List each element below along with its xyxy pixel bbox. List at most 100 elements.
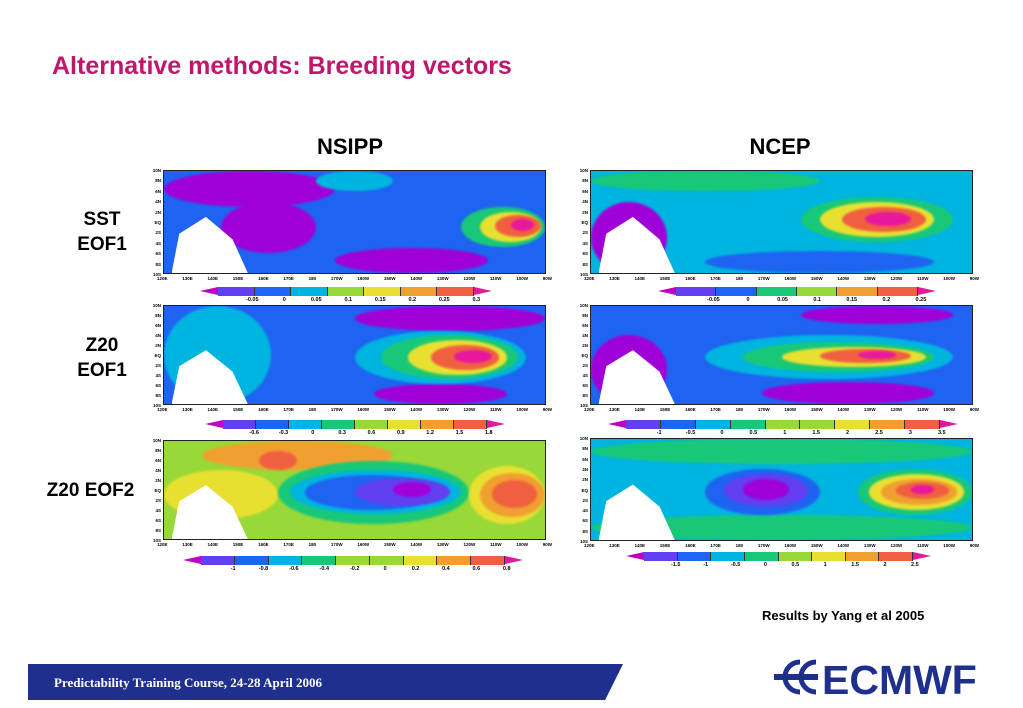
- lon-label: 140E: [207, 407, 219, 412]
- colorbar-segment: [454, 420, 487, 429]
- contour-region: [392, 482, 431, 497]
- colorbar-tick-label: -0.8: [258, 566, 269, 572]
- colorbar-arrow-left: [626, 552, 644, 560]
- lat-label: EQ: [581, 220, 588, 225]
- map-ncep-z20-1: [590, 305, 973, 405]
- lon-label: 180: [308, 407, 317, 412]
- colorbar-nsipp-sst: [200, 287, 493, 296]
- lon-label: 120E: [157, 276, 168, 281]
- colorbar-tick-label: -1.5: [671, 562, 681, 568]
- lat-label: EQ: [154, 220, 161, 225]
- colorbar-segment: [778, 552, 813, 561]
- colorbar-tick-label: 0.15: [374, 297, 386, 303]
- contour-region: [221, 201, 317, 253]
- colorbar-segment: [437, 287, 475, 296]
- row-label-sst-eof1: SST EOF1: [77, 209, 127, 255]
- lon-label: 140W: [837, 276, 850, 281]
- colorbar-segment: [388, 420, 421, 429]
- colorbar-segment: [626, 420, 661, 429]
- map-nsipp-z20-1: [163, 305, 546, 405]
- lon-label: 170W: [330, 276, 343, 281]
- lon-label: 140W: [410, 276, 423, 281]
- colorbar-tick-label: 1.8: [484, 430, 493, 436]
- lon-label: 150W: [383, 542, 396, 547]
- lon-label: 100W: [516, 542, 528, 547]
- lat-label: 10N: [579, 436, 588, 441]
- colorbar-tick-label: 0.15: [846, 297, 858, 303]
- lat-label: 10N: [152, 303, 161, 308]
- lat-label: 8N: [155, 448, 161, 453]
- lon-label: 110W: [489, 542, 502, 547]
- lon-label: 110W: [489, 276, 502, 281]
- land-mask: [598, 484, 675, 540]
- colorbar-tick-label: 0.1: [813, 297, 821, 303]
- lon-label: 160E: [258, 276, 269, 281]
- contour-region: [865, 211, 912, 227]
- lon-label: 130E: [182, 276, 193, 281]
- colorbar-ticks: -1.5 -1 -0.5 0 0.5 1 1.5 2 2.5: [661, 562, 930, 568]
- lon-label: 150E: [232, 407, 244, 412]
- colorbar-tick-label: 0.5: [749, 430, 758, 436]
- lat-label: 6N: [582, 188, 588, 194]
- lat-label: 10S: [579, 403, 588, 408]
- colorbar-tick-label: 1.5: [812, 430, 820, 436]
- lon-label: 180: [735, 407, 744, 412]
- colorbar-tick-label: 0.6: [367, 430, 376, 436]
- lat-label: 10S: [152, 538, 161, 543]
- lon-label: 160W: [357, 542, 370, 547]
- lon-label: 150E: [232, 276, 244, 281]
- lat-label: 10S: [579, 272, 588, 277]
- lon-label: 160E: [685, 543, 696, 548]
- colorbar-tick-label: 0.5: [791, 562, 800, 568]
- colorbar-segment: [268, 556, 303, 565]
- lat-label: 4S: [155, 240, 161, 246]
- colorbar-segment: [336, 556, 370, 565]
- lat-label: 4S: [155, 373, 161, 378]
- colorbar-segment: [730, 420, 766, 429]
- colorbar-tick-label: 0.3: [338, 430, 346, 436]
- colorbar-tick-label: 0.2: [408, 297, 417, 303]
- lon-label: 130E: [182, 542, 193, 547]
- colorbar-segment: [837, 287, 878, 296]
- colorbar-segment: [421, 420, 454, 429]
- lon-label: 160E: [685, 407, 696, 412]
- colorbar-tick-label: -0.6: [249, 430, 259, 436]
- colorbar-tick-label: -0.05: [707, 297, 720, 303]
- contour-region: [911, 485, 934, 494]
- lat-label: 10N: [579, 303, 588, 308]
- lon-label: 140W: [410, 542, 423, 547]
- lat-label: 4N: [155, 333, 161, 338]
- lon-label: 160W: [357, 276, 370, 281]
- lon-label: 150E: [659, 276, 671, 281]
- credit-text: Results by Yang et al 2005: [762, 608, 925, 623]
- colorbar-tick-label: 2.5: [875, 430, 883, 436]
- lon-label: 120W: [463, 276, 476, 281]
- lon-label: 160W: [784, 543, 797, 548]
- colorbar-segment: [677, 552, 712, 561]
- lon-label: 150E: [659, 543, 671, 548]
- contour-region: [705, 250, 934, 273]
- lat-label: 8S: [155, 261, 161, 267]
- colorbar-arrow-left: [183, 556, 201, 564]
- lon-label: 120W: [463, 542, 476, 547]
- lon-label: 150W: [383, 276, 396, 281]
- lon-label: 130W: [436, 276, 449, 281]
- colorbar-arrow-left: [205, 420, 223, 428]
- colorbar-segment: [676, 287, 717, 296]
- colorbar-ticks: -1 -0.5 0 0.5 1 1.5 2 2.5 3 3.5: [643, 430, 957, 436]
- lon-label: 160W: [784, 276, 797, 281]
- lat-label: 10S: [152, 272, 161, 277]
- colorbar-tick-label: 0.1: [344, 297, 353, 303]
- lat-label: 2S: [155, 363, 161, 368]
- lon-label: 140W: [837, 407, 850, 412]
- lon-label: 120W: [890, 276, 903, 281]
- lat-label: 2N: [582, 209, 588, 215]
- contour-region: [857, 351, 896, 359]
- colorbar-arrow-right: [505, 556, 524, 564]
- colorbar-tick-label: 0.2: [882, 297, 891, 303]
- colorbar-tick-label: 1.5: [455, 430, 464, 436]
- lat-label: 8N: [155, 313, 161, 318]
- colorbar-segment: [437, 556, 472, 565]
- colorbar-tick-label: -0.6: [289, 566, 299, 572]
- lat-label: 8N: [582, 178, 588, 184]
